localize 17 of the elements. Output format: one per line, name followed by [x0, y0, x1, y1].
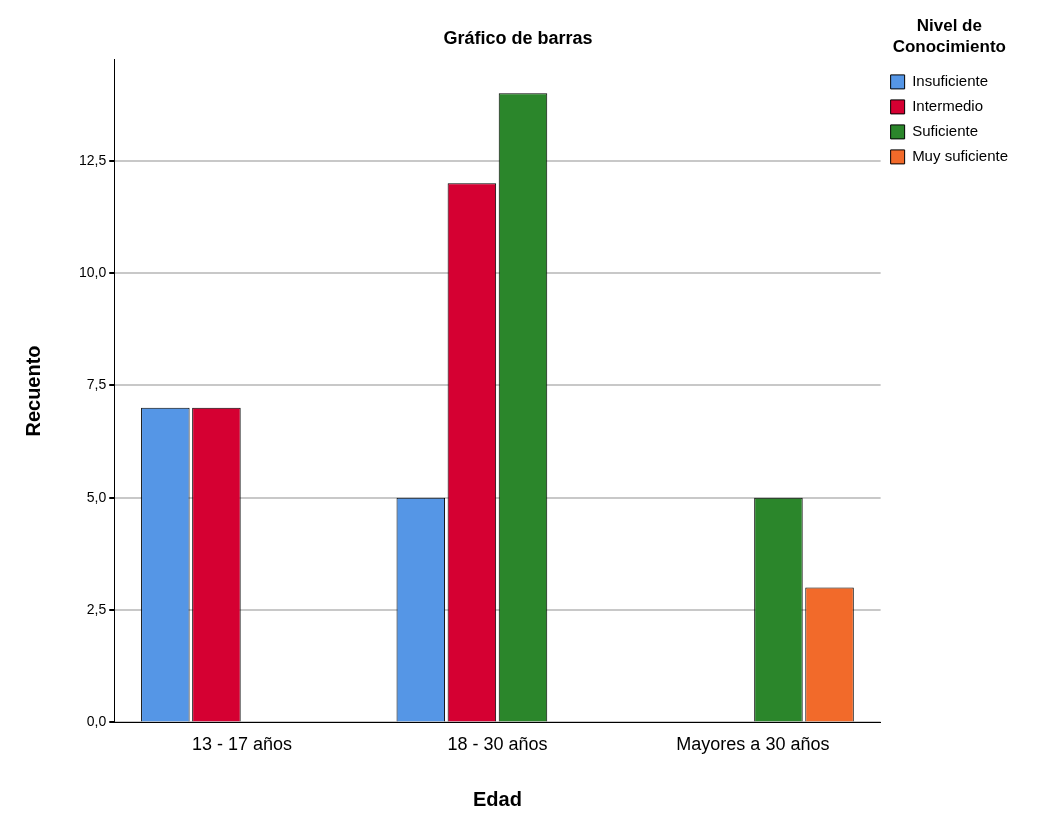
y-tick-label: 12,5 [79, 151, 107, 168]
legend-label: Insuficiente [912, 72, 989, 90]
y-tick-label: 2,5 [86, 600, 107, 617]
x-tick-label: 13 - 17 años [191, 734, 293, 755]
y-tick-label: 10,0 [79, 263, 107, 280]
y-axis-title: Recuento [21, 345, 44, 437]
y-tick-label: 5,0 [86, 488, 107, 505]
legend-label: Intermedio [912, 97, 983, 115]
x-tick-label: Mayores a 30 años [676, 734, 830, 755]
y-tick-label: 7,5 [86, 376, 107, 393]
y-tick-label: 0,0 [86, 713, 107, 730]
x-axis-title: Edad [472, 787, 522, 810]
legend-title: Nivel de Conocimiento [892, 16, 1006, 56]
legend-label: Suficiente [912, 122, 978, 140]
x-tick-label: 18 - 30 años [447, 734, 548, 755]
chart-title: Gráfico de barras [443, 27, 593, 48]
legend-label: Muy suficiente [912, 147, 1008, 165]
